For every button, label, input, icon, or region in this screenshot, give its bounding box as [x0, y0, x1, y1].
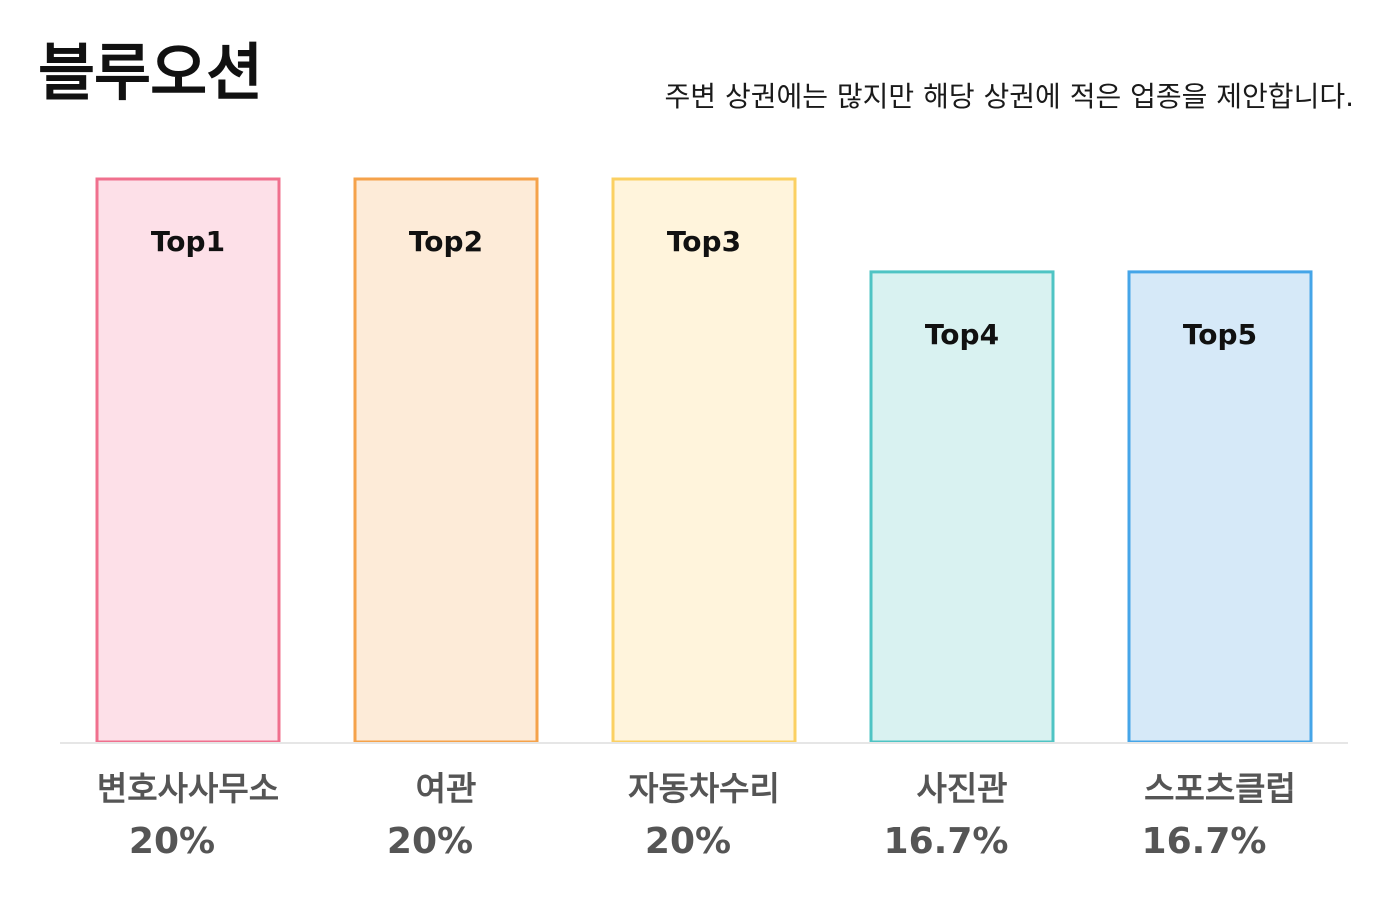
- value-label: 20%: [387, 821, 473, 862]
- value-label: 20%: [645, 821, 731, 862]
- bar-rank-label: Top5: [1183, 318, 1257, 351]
- bar-3: [611, 177, 797, 744]
- category-label: 스포츠클럽: [1144, 769, 1296, 808]
- category-label: 자동차수리: [628, 769, 780, 808]
- bar-2: [353, 177, 539, 744]
- bar-1: [95, 177, 281, 744]
- value-label: 16.7%: [1142, 821, 1267, 862]
- category-label: 여관: [416, 769, 477, 808]
- bar-rank-label: Top3: [667, 225, 741, 258]
- value-label: 20%: [129, 821, 215, 862]
- page-title: 블루오션: [38, 36, 263, 109]
- bar-rank-label: Top4: [925, 318, 999, 351]
- bar-rank-label: Top2: [409, 225, 483, 258]
- category-label: 사진관: [916, 769, 1007, 808]
- bar-5: [1127, 270, 1313, 744]
- page-subtitle: 주변 상권에는 많지만 해당 상권에 적은 업종을 제안합니다.: [664, 80, 1354, 113]
- value-label: 16.7%: [884, 821, 1009, 862]
- bar-rank-label: Top1: [151, 225, 225, 258]
- category-label: 변호사사무소: [97, 769, 279, 808]
